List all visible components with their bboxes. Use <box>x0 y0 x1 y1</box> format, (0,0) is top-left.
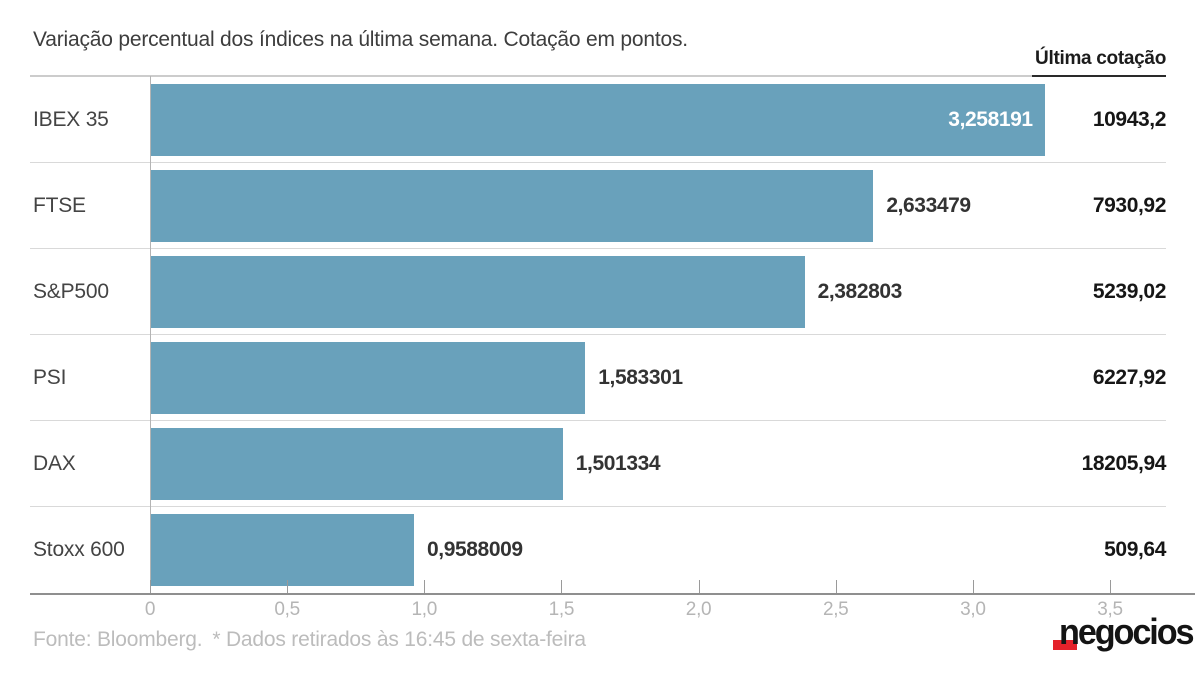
logo-red-mark <box>1052 640 1077 650</box>
bar-value-label: 1,501334 <box>575 452 661 475</box>
row-separator <box>30 334 1166 335</box>
x-axis-tick-label: 2,5 <box>822 599 849 620</box>
last-quote-value: 7930,92 <box>1092 194 1167 217</box>
x-axis-tick-label: 0 <box>144 599 156 620</box>
source-label: Fonte: Bloomberg. <box>33 628 203 651</box>
x-axis-tick-label: 0,5 <box>274 599 300 620</box>
header-divider-light <box>30 75 1032 77</box>
chart-title: Variação percentual dos índices na últim… <box>33 28 688 51</box>
index-label: PSI <box>33 366 67 389</box>
x-axis-tick-mark <box>150 580 151 593</box>
x-axis-tick-mark <box>698 580 700 593</box>
x-axis-tick-label: 3,5 <box>1097 599 1123 620</box>
bar <box>151 170 874 242</box>
last-quote-value: 10943,2 <box>1092 108 1167 131</box>
bar-value-label: 0,9588009 <box>426 538 523 561</box>
last-quote-value: 5239,02 <box>1092 280 1167 303</box>
last-quote-value: 6227,92 <box>1092 366 1167 389</box>
bar <box>151 256 805 328</box>
row-separator <box>30 420 1166 421</box>
last-quote-column-header: Última cotação <box>1035 48 1166 69</box>
x-axis-tick-mark <box>424 580 426 593</box>
bar-value-label: 2,633479 <box>886 194 971 217</box>
index-label: S&P500 <box>33 280 109 303</box>
last-quote-value: 18205,94 <box>1081 452 1167 475</box>
index-label: FTSE <box>33 194 86 217</box>
bar <box>151 428 563 500</box>
header-divider-dark <box>1032 75 1166 77</box>
x-axis-tick-mark <box>835 580 837 593</box>
zero-axis-line <box>150 76 151 593</box>
logo-wordmark: negocios <box>1058 611 1195 652</box>
x-axis-tick-label: 1,5 <box>548 599 575 620</box>
index-label: DAX <box>33 452 76 475</box>
timestamp-note: * Dados retirados às 16:45 de sexta-feir… <box>212 628 586 651</box>
x-axis-tick-mark <box>287 580 289 593</box>
bar-value-label: 2,382803 <box>817 280 903 303</box>
bar <box>151 84 1045 156</box>
index-label: Stoxx 600 <box>33 538 125 561</box>
index-label: IBEX 35 <box>33 108 109 131</box>
x-axis-tick-mark <box>1110 580 1111 593</box>
bar <box>151 342 586 414</box>
bar-value-label: 1,583301 <box>598 366 683 389</box>
bar-value-label: 3,258191 <box>948 108 1033 131</box>
x-axis-tick-label: 2,0 <box>685 599 712 620</box>
x-axis-tick-label: 3,0 <box>960 599 986 620</box>
x-axis-tick-mark <box>561 580 563 593</box>
x-axis-tick-label: 1,0 <box>411 599 438 620</box>
row-separator <box>30 506 1166 507</box>
negocios-logo: negocios <box>1052 610 1195 658</box>
x-axis-tick-mark <box>972 580 974 593</box>
row-separator <box>30 162 1166 163</box>
row-separator <box>30 248 1166 249</box>
source-note: Fonte: Bloomberg. * Dados retirados às 16… <box>33 628 586 652</box>
bar <box>151 514 414 586</box>
last-quote-value: 509,64 <box>1104 538 1166 561</box>
x-axis-line <box>30 593 1195 595</box>
